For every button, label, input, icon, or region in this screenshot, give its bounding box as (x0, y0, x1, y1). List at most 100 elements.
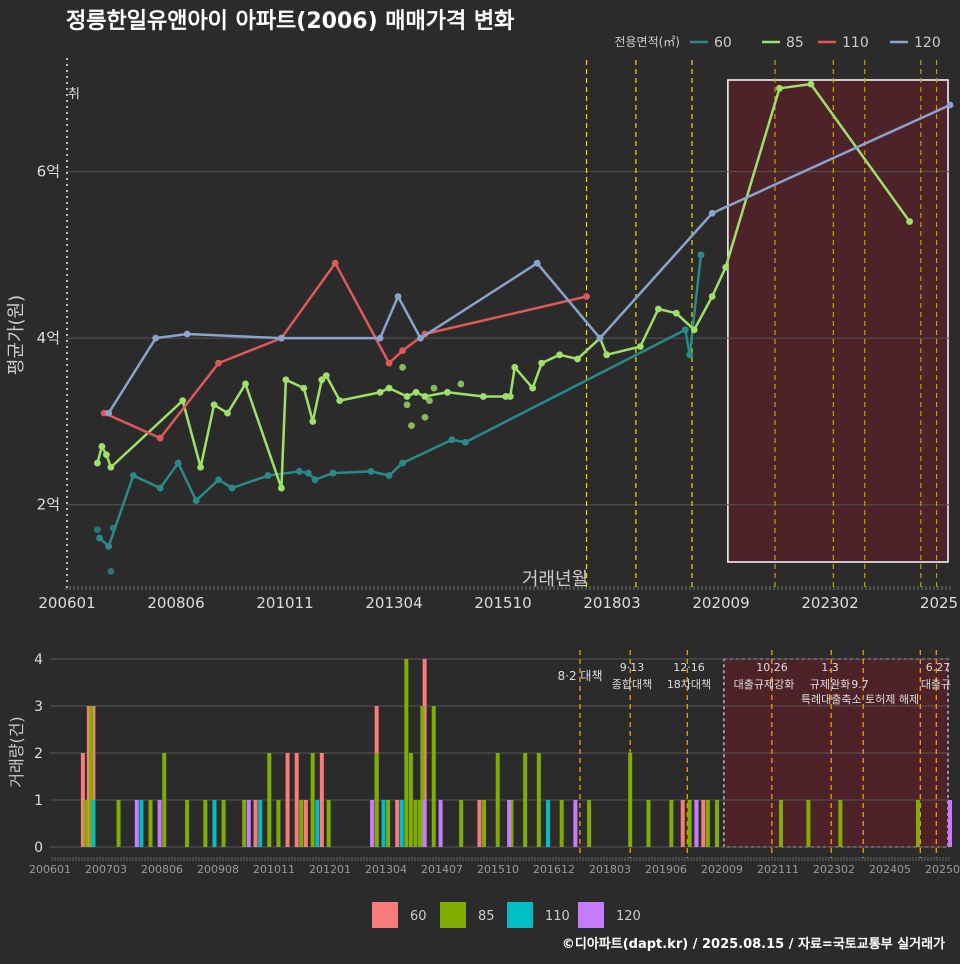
volume-bar-120 (422, 800, 427, 847)
scatter-point-85 (399, 363, 406, 371)
volume-bar-60 (253, 800, 258, 847)
policy-label-date: 10.26 (756, 661, 788, 674)
volume-legend-swatch-60 (372, 902, 398, 928)
volume-bar-85 (523, 753, 528, 847)
data-point-85 (282, 376, 290, 384)
data-point-60 (129, 472, 137, 479)
data-point-85 (412, 388, 420, 396)
data-point-120 (152, 334, 160, 342)
volume-x-tick-label: 201011 (253, 863, 295, 876)
data-point-110 (399, 347, 406, 355)
volume-legend-swatch-110 (507, 902, 533, 928)
data-point-85 (197, 463, 205, 471)
volume-bar-110 (258, 800, 263, 847)
scatter-point-60 (107, 567, 115, 575)
volume-bar-85 (326, 800, 331, 847)
volume-bar-85 (310, 753, 315, 847)
y-tick-label: 4억 (37, 329, 60, 347)
data-point-85 (107, 463, 115, 471)
volume-bar-85 (203, 800, 208, 847)
volume-bar-110 (315, 800, 320, 847)
volume-bar-85 (413, 800, 418, 847)
data-point-120 (277, 334, 285, 342)
scatter-point-60 (697, 251, 705, 259)
legend-title: 전용면적(㎡) (614, 35, 680, 49)
volume-bar-60 (701, 800, 706, 847)
data-point-85 (690, 326, 698, 334)
scatter-point-85 (430, 384, 438, 392)
volume-x-tick-label: 200703 (85, 863, 127, 876)
data-point-85 (529, 384, 537, 392)
data-point-60 (329, 469, 337, 477)
volume-bar-85 (705, 800, 710, 847)
data-point-110 (385, 359, 393, 367)
data-point-120 (533, 259, 541, 267)
legend-label-110: 110 (842, 35, 869, 51)
y-axis-label: 평균가(원) (6, 295, 27, 375)
data-point-60 (215, 476, 222, 484)
data-point-85 (511, 363, 519, 371)
volume-bar-120 (438, 800, 443, 847)
volume-y-tick-label: 4 (34, 652, 43, 668)
volume-x-tick-label: 201407 (421, 863, 463, 876)
data-point-85 (224, 409, 231, 417)
chart-title: 정릉한일유앤아이 아파트(2006) 매매가격 변화 (66, 9, 514, 34)
volume-bar-120 (507, 800, 512, 847)
price-line-chart: 2억 4억 6억 취 200601 200806 201011 201304 201510 201… (37, 58, 958, 612)
scatter-point-85 (457, 380, 465, 388)
data-point-85 (636, 343, 644, 350)
volume-bar-110 (545, 800, 550, 847)
data-point-85 (277, 484, 285, 492)
volume-y-tick-label: 0 (34, 840, 43, 856)
volume-x-tick-label: 200806 (141, 863, 183, 876)
volume-legend-swatch-85 (440, 902, 466, 928)
data-point-85 (385, 384, 393, 392)
data-point-110 (331, 259, 339, 267)
data-point-60 (686, 351, 694, 359)
volume-legend: 60 85 110 120 (372, 902, 641, 928)
volume-bar-85 (459, 800, 464, 847)
volume-y-tick-label: 1 (34, 793, 43, 809)
data-point-60 (295, 468, 303, 475)
volume-legend-label-120: 120 (616, 909, 641, 924)
data-point-85 (506, 393, 514, 400)
volume-bar-85 (267, 753, 272, 847)
data-point-85 (94, 459, 101, 467)
volume-bar-120 (694, 800, 699, 847)
data-point-85 (376, 388, 384, 396)
policy-label-date: 6.27 (926, 661, 951, 674)
x-tick-label: 201510 (474, 594, 531, 612)
volume-x-tick-label: 201510 (477, 863, 519, 876)
data-point-60 (96, 534, 104, 542)
data-point-85 (210, 401, 218, 409)
volume-bar-85 (536, 753, 541, 847)
volume-bar-85 (482, 800, 487, 847)
volume-bar-85 (148, 800, 153, 847)
volume-bar-85 (431, 706, 436, 847)
volume-legend-swatch-120 (578, 902, 604, 928)
data-point-120 (596, 334, 604, 342)
data-point-60 (105, 542, 113, 550)
policy-label-date: 8·2 대책 (558, 668, 603, 683)
scatter-point-60 (94, 526, 101, 534)
data-point-85 (336, 397, 344, 405)
x-tick-label: 201011 (256, 594, 313, 612)
y-tick-label: 6억 (37, 163, 60, 181)
volume-bar-110 (139, 800, 144, 847)
volume-bar-60 (319, 753, 324, 847)
volume-bar-110 (381, 800, 386, 847)
volume-bar-60 (422, 659, 427, 847)
legend-label-120: 120 (914, 35, 941, 51)
volume-legend-label-60: 60 (410, 909, 427, 924)
data-point-120 (708, 209, 716, 217)
scatter-point-85 (403, 401, 411, 409)
volume-bar-85 (374, 753, 379, 847)
volume-x-tick-label: 202302 (813, 863, 855, 876)
policy-label-text: 종합대책 (612, 678, 652, 691)
x-tick-label: 201803 (583, 594, 640, 612)
volume-bar-60 (477, 800, 482, 847)
volume-x-tick-label: 201304 (365, 863, 407, 876)
scatter-point-60 (109, 524, 117, 532)
volume-bar-85 (559, 800, 564, 847)
data-point-60 (385, 472, 393, 479)
